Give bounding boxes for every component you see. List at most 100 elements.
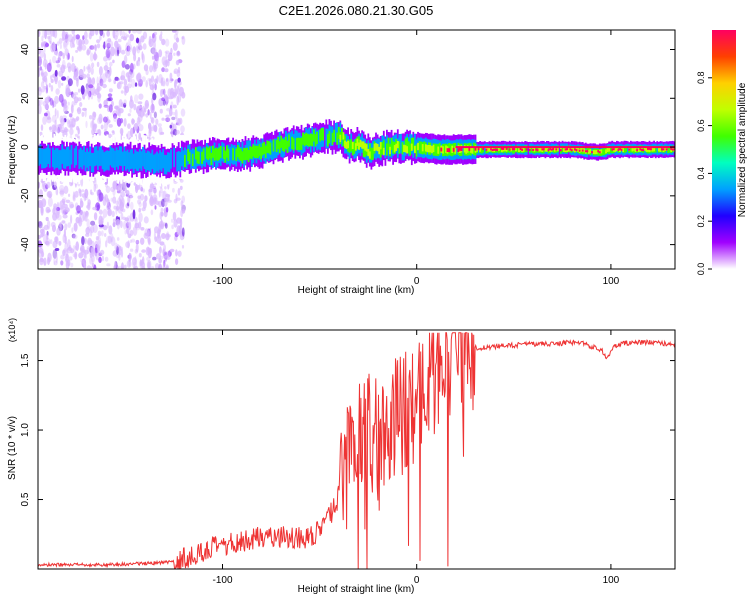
- spectrogram-noise-cell: [91, 247, 96, 257]
- spectrogram-noise-cell: [43, 85, 47, 90]
- spectrogram-noise-cell: [154, 78, 158, 84]
- spectrogram-noise-cell: [176, 37, 179, 43]
- spectrogram-noise-cell: [94, 241, 98, 248]
- spectrogram-ridge-core: [455, 146, 675, 149]
- spectrogram-ridge-cell: [274, 138, 276, 159]
- spectrogram-noise-cell: [82, 96, 85, 100]
- spectrogram-noise-cell: [152, 256, 157, 261]
- spectrogram-noise-cell: [61, 124, 64, 132]
- spectrogram-noise-cell: [49, 239, 53, 245]
- spectrogram-noise-cell: [156, 57, 160, 62]
- spectrogram-ridge-cell: [491, 149, 494, 152]
- spectrogram-ridge-cell: [118, 146, 121, 166]
- spectrogram-ridge-cell: [244, 148, 247, 161]
- spectrogram-ridge-cell: [236, 145, 239, 158]
- spectrogram-noise-cell: [40, 88, 45, 93]
- spectrogram-ridge-cell: [289, 132, 292, 152]
- spectrogram-noise-cell: [112, 221, 116, 228]
- spectrogram-noise-cell: [94, 30, 99, 36]
- spectrogram-ridge-cell: [111, 147, 113, 168]
- spectrogram-noise-cell: [76, 77, 79, 87]
- spectrogram-noise-cell: [114, 242, 118, 251]
- spectrogram-ridge-cell: [142, 146, 144, 167]
- spectrogram-ridge-cell: [263, 141, 266, 155]
- spectrogram-ridge-cell: [45, 147, 48, 167]
- spectrogram-noise-cell: [148, 38, 154, 48]
- spectrogram-noise-cell: [106, 42, 111, 49]
- spectrogram-noise-cell: [71, 93, 77, 100]
- y-tick-label: -20: [20, 188, 31, 203]
- spectrogram-noise-cell: [58, 38, 63, 45]
- spectrogram-ridge-cell: [541, 148, 544, 151]
- spectrogram-noise-cell: [98, 209, 103, 215]
- spectrogram-noise-cell: [55, 60, 60, 64]
- spectrogram-noise-cell: [67, 120, 72, 128]
- spectrogram-noise-cell: [139, 193, 145, 201]
- spectrogram-ridge-cell: [87, 151, 90, 172]
- spectrogram-noise-cell: [125, 221, 130, 229]
- spectrogram-ridge-cell: [275, 140, 278, 153]
- spectrogram-noise-cell: [114, 77, 120, 82]
- spectrogram-ridge-cell: [188, 151, 191, 165]
- spectrogram-noise-cell: [136, 30, 142, 34]
- spectrogram-noise-cell: [135, 73, 142, 82]
- spectrogram-ridge-cell: [670, 148, 673, 152]
- spectrogram-noise-cell: [40, 124, 44, 131]
- spectrogram-ridge-cell: [398, 141, 401, 154]
- spectrogram-noise-cell: [165, 233, 170, 241]
- spectrogram-noise-cell: [50, 75, 53, 80]
- spectrogram-ridge-cell: [364, 144, 367, 157]
- spectrogram-ridge-cell: [459, 146, 461, 151]
- spectrogram-noise-cell: [114, 76, 119, 81]
- spectrogram-noise-cell: [84, 253, 87, 260]
- spectrogram-noise-cell: [144, 228, 150, 237]
- spectrogram-noise-cell: [155, 118, 159, 125]
- spectrogram-ridge-cell: [518, 148, 520, 152]
- spectrogram-ridge-cell: [401, 142, 404, 155]
- spectrogram-noise-cell: [50, 44, 54, 49]
- spectrogram-ridge-cell: [673, 148, 675, 151]
- spectrogram-noise-cell: [40, 41, 44, 48]
- spectrogram-noise-cell: [68, 193, 71, 197]
- spectrogram-noise-cell: [142, 31, 148, 40]
- spectrogram-ridge-cell: [292, 138, 295, 151]
- spectrogram-noise-cell: [175, 30, 179, 36]
- spectrogram-ridge-cell: [140, 151, 143, 171]
- spectrogram-noise-cell: [116, 82, 120, 89]
- spectrogram-noise-cell: [138, 93, 144, 100]
- spectrogram-noise-cell: [103, 129, 107, 133]
- spectrogram-noise-cell: [78, 252, 84, 259]
- spectrogram-noise-cell: [108, 225, 113, 235]
- spectrogram-ridge-cell: [339, 134, 342, 142]
- spectrogram-ridge-cell: [146, 150, 149, 171]
- spectrogram-noise-cell: [53, 257, 56, 266]
- spectrogram-ridge-cell: [521, 148, 523, 151]
- spectrogram-ridge-cell: [400, 133, 402, 154]
- snr-xlabel: Height of straight line (km): [298, 584, 415, 595]
- spectrogram-ridge-cell: [230, 144, 233, 164]
- spectrogram-ridge-cell: [182, 150, 185, 170]
- spectrogram-noise-cell: [68, 201, 74, 209]
- spectrogram-noise-cell: [77, 127, 80, 135]
- spectrogram-noise-cell: [147, 77, 152, 82]
- spectrogram-ridge-cell: [611, 148, 614, 151]
- spectrogram-noise-cell: [78, 188, 81, 194]
- spectrogram-noise-cell: [55, 186, 59, 196]
- spectrogram-ridge-cell: [462, 140, 464, 160]
- spectrogram-ridge-cell: [668, 146, 671, 153]
- spectrogram-noise-cell: [92, 206, 97, 211]
- spectrogram-noise-cell: [91, 111, 96, 121]
- spectrogram-ridge-cell: [319, 129, 321, 142]
- spectrogram-noise-cell: [120, 36, 124, 40]
- spectrogram-ridge-cell: [345, 141, 348, 149]
- spectrogram-noise-cell: [106, 30, 110, 37]
- y-tick-label: -40: [20, 237, 31, 252]
- spectrogram-noise-cell: [154, 65, 157, 72]
- spectrogram-noise-cell: [103, 104, 109, 108]
- spectrogram-ridge-cell: [659, 148, 662, 152]
- spectrogram-noise-cell: [47, 257, 50, 265]
- spectrogram-noise-cell: [150, 209, 154, 216]
- spectrogram-noise-cell: [62, 214, 68, 219]
- spectrogram-noise-cell: [71, 227, 74, 233]
- spectrogram-ridge-cell: [372, 147, 374, 160]
